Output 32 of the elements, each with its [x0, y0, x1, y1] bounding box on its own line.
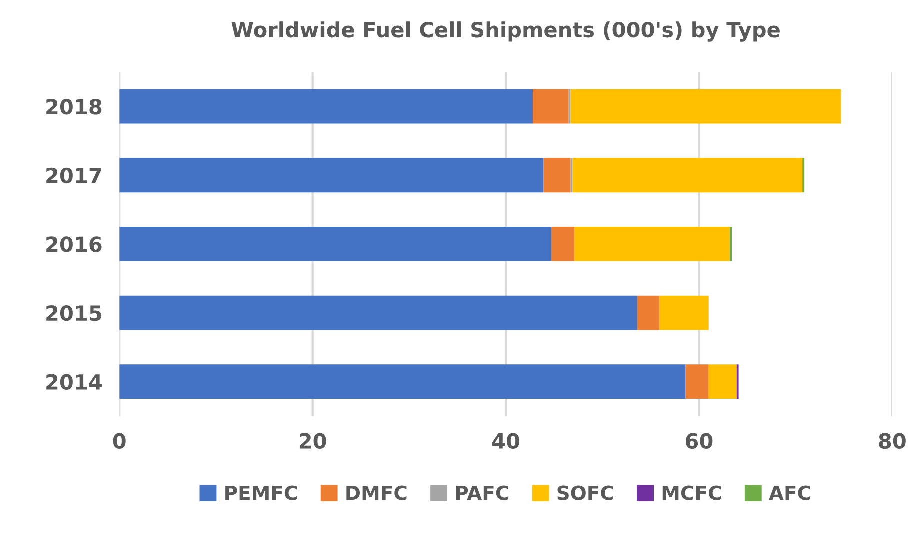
bar: [570, 89, 842, 124]
bar: [637, 296, 660, 330]
bar: [533, 89, 569, 124]
legend-label: MCFC: [662, 486, 722, 500]
bar: [120, 296, 638, 330]
legend-label: PEMFC: [226, 486, 297, 500]
bar: [544, 158, 571, 193]
legend-label: DMFC: [346, 486, 407, 500]
bar: [120, 364, 686, 400]
y-tick-label: 2015: [46, 305, 102, 322]
x-tick-label: 80: [879, 433, 906, 450]
bar: [551, 226, 575, 262]
bar: [120, 226, 552, 262]
bar: [686, 364, 709, 400]
bar: [120, 158, 544, 193]
bar: [574, 226, 730, 262]
x-tick-label: 20: [300, 433, 326, 450]
y-tick-label: 2016: [46, 236, 102, 252]
legend-label: PAFC: [456, 486, 508, 500]
bar: [120, 89, 534, 124]
legend-label: SOFC: [558, 486, 614, 500]
y-tick-label: 2017: [46, 168, 102, 184]
y-tick-label: 2014: [46, 374, 102, 390]
y-tick-label: 2018: [46, 99, 102, 115]
chart-title: Worldwide Fuel Cell Shipments (000's) by Type: [232, 22, 780, 42]
x-tick-label: 40: [492, 433, 520, 450]
legend-label: AFC: [769, 486, 810, 500]
bar: [708, 364, 737, 400]
x-tick-label: 60: [686, 433, 713, 450]
bar: [660, 296, 709, 330]
bar: [572, 158, 803, 193]
x-tick-label: 0: [113, 433, 126, 450]
